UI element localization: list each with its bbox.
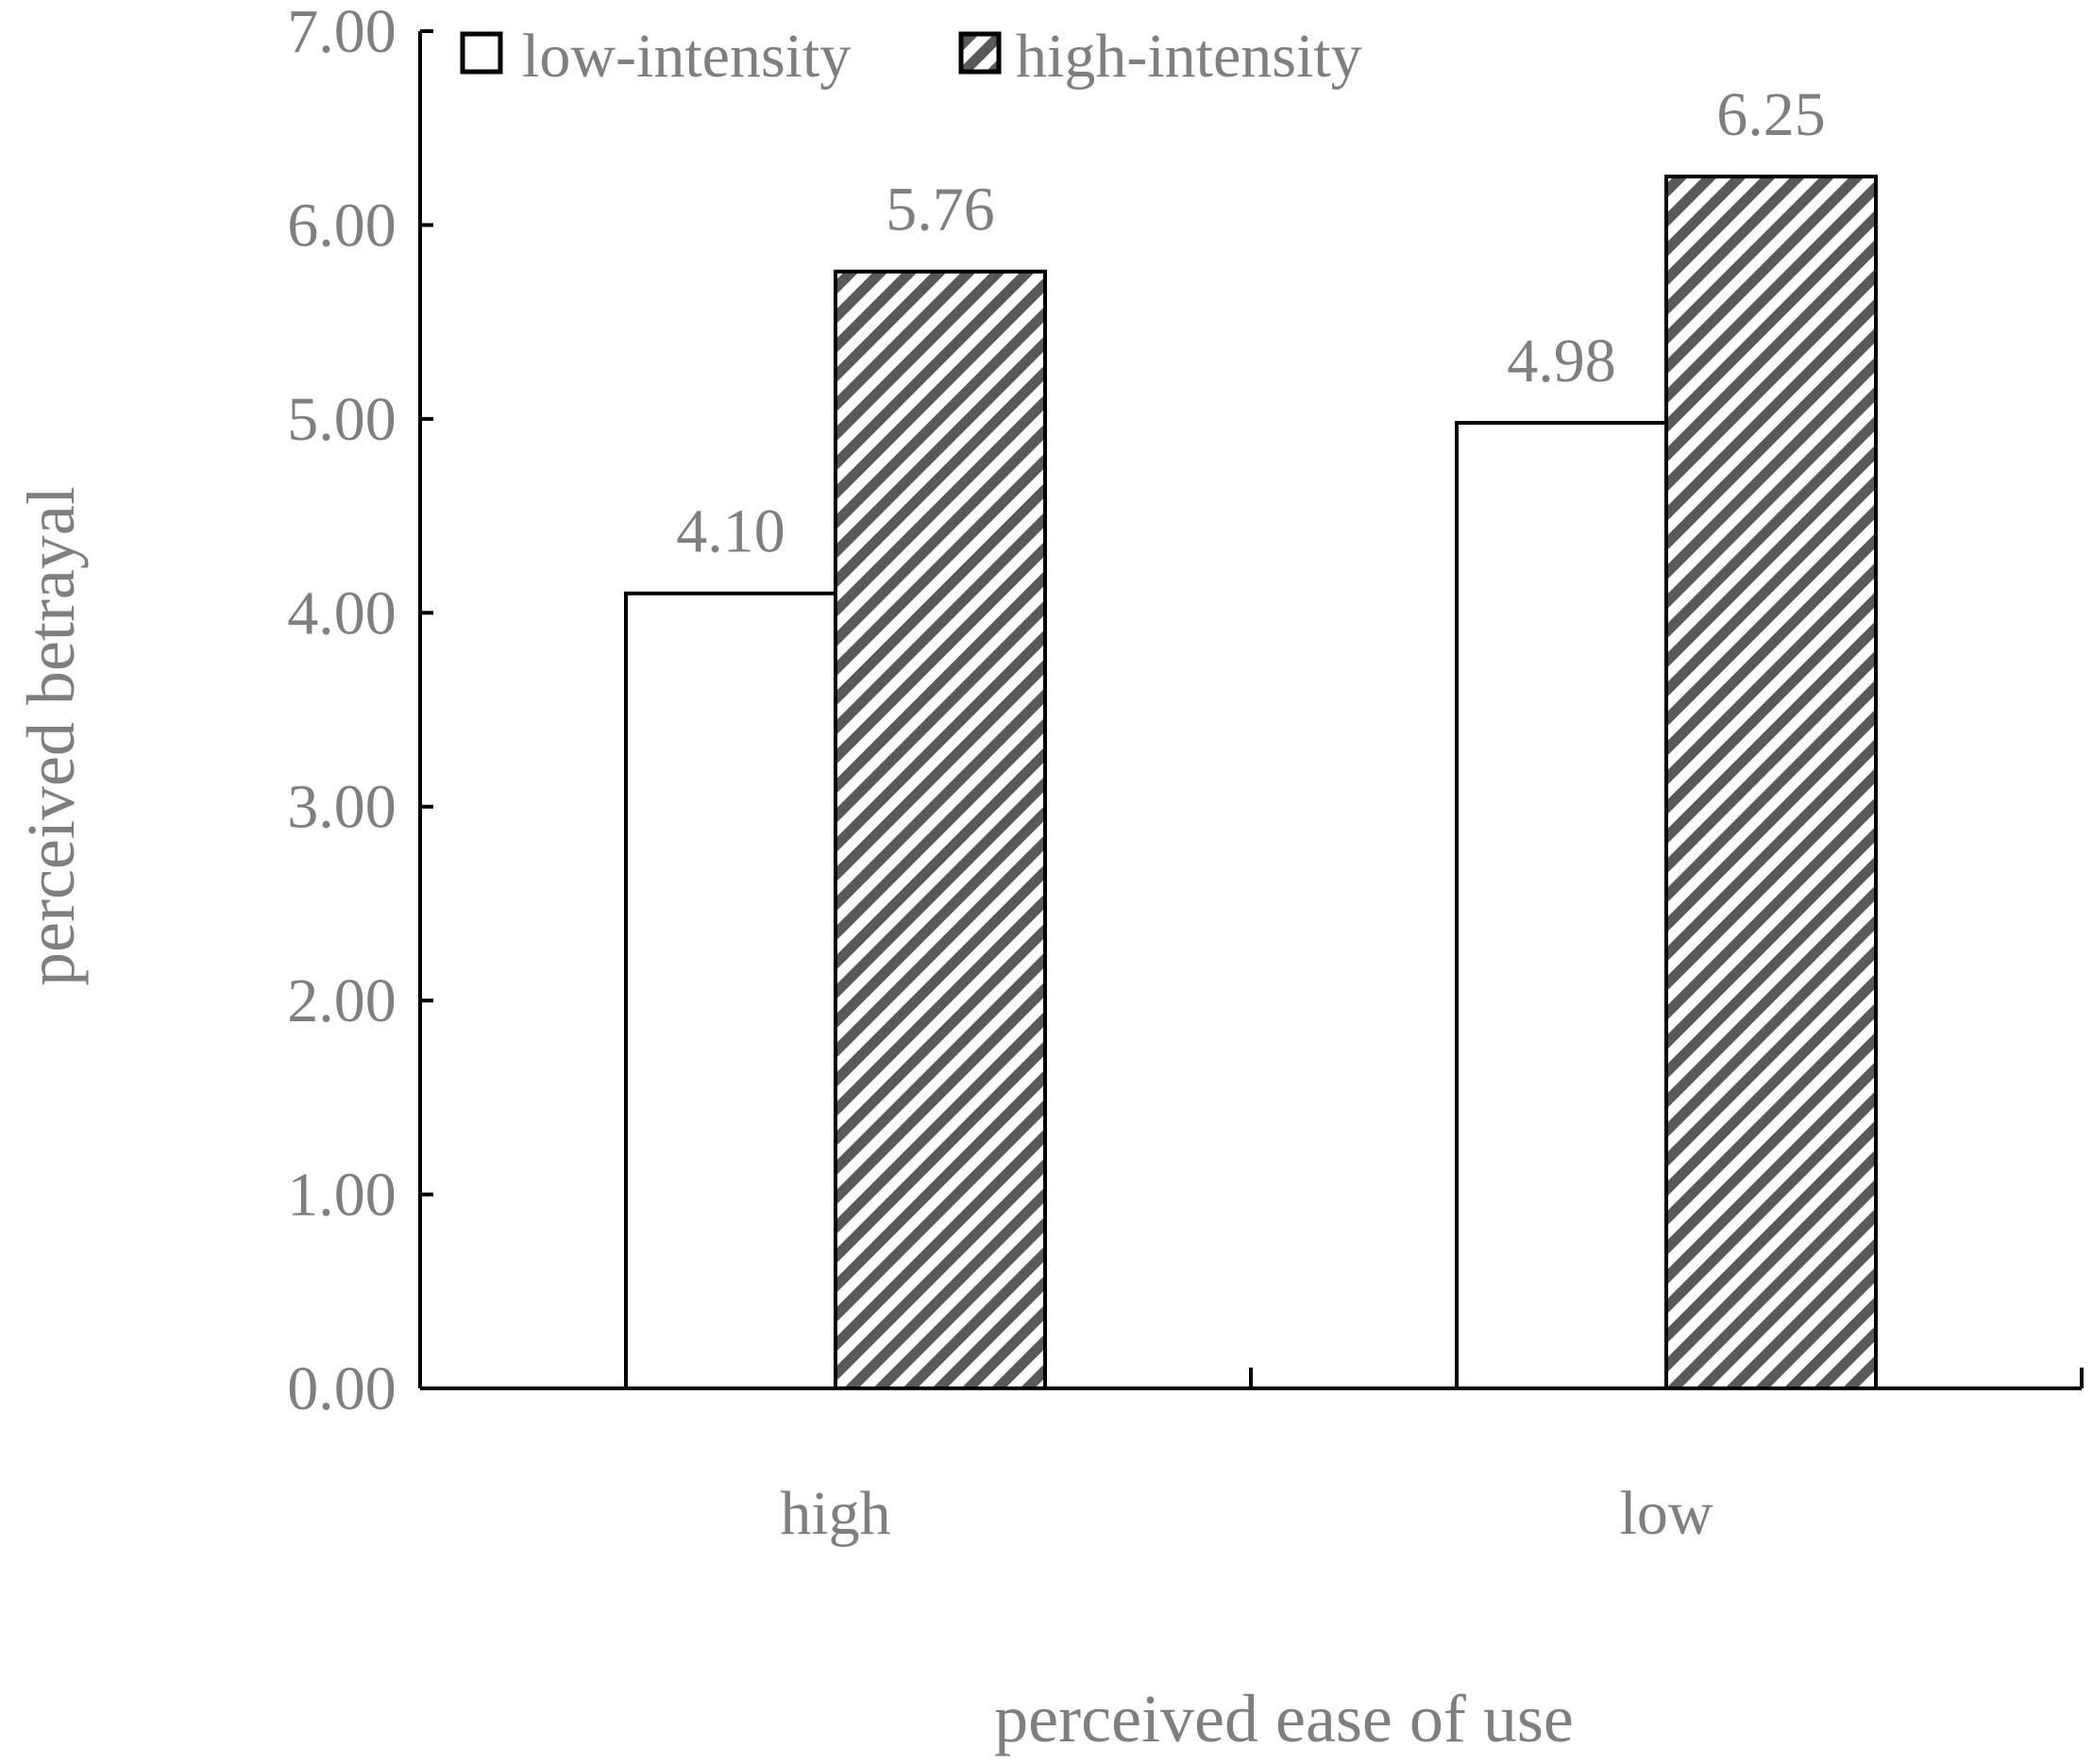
bar [624,591,837,1390]
x-category-label: low [1620,1479,1713,1548]
legend-swatch [460,31,503,75]
y-tick-label: 2.00 [287,966,397,1035]
x-category-label: high [780,1479,890,1548]
bar [834,269,1047,1390]
y-tick-label: 4.00 [287,579,397,647]
bar [1455,420,1668,1391]
data-label: 4.98 [1507,327,1616,395]
legend-label: low-intensity [522,22,851,91]
legend-label: high-intensity [1016,22,1362,91]
x-axis-title: perceived ease of use [994,1681,1574,1756]
y-tick-label: 7.00 [287,0,397,66]
y-axis-title: perceived betrayal [13,486,89,986]
legend-swatch [958,31,1002,75]
y-tick-label: 1.00 [287,1161,397,1230]
y-tick-label: 3.00 [287,773,397,842]
bar [1664,175,1878,1391]
y-tick-label: 5.00 [287,385,397,454]
y-tick-label: 0.00 [287,1354,397,1423]
data-label: 6.25 [1716,80,1826,149]
data-label: 4.10 [676,497,785,566]
data-label: 5.76 [886,176,995,244]
y-tick-label: 6.00 [287,191,397,260]
